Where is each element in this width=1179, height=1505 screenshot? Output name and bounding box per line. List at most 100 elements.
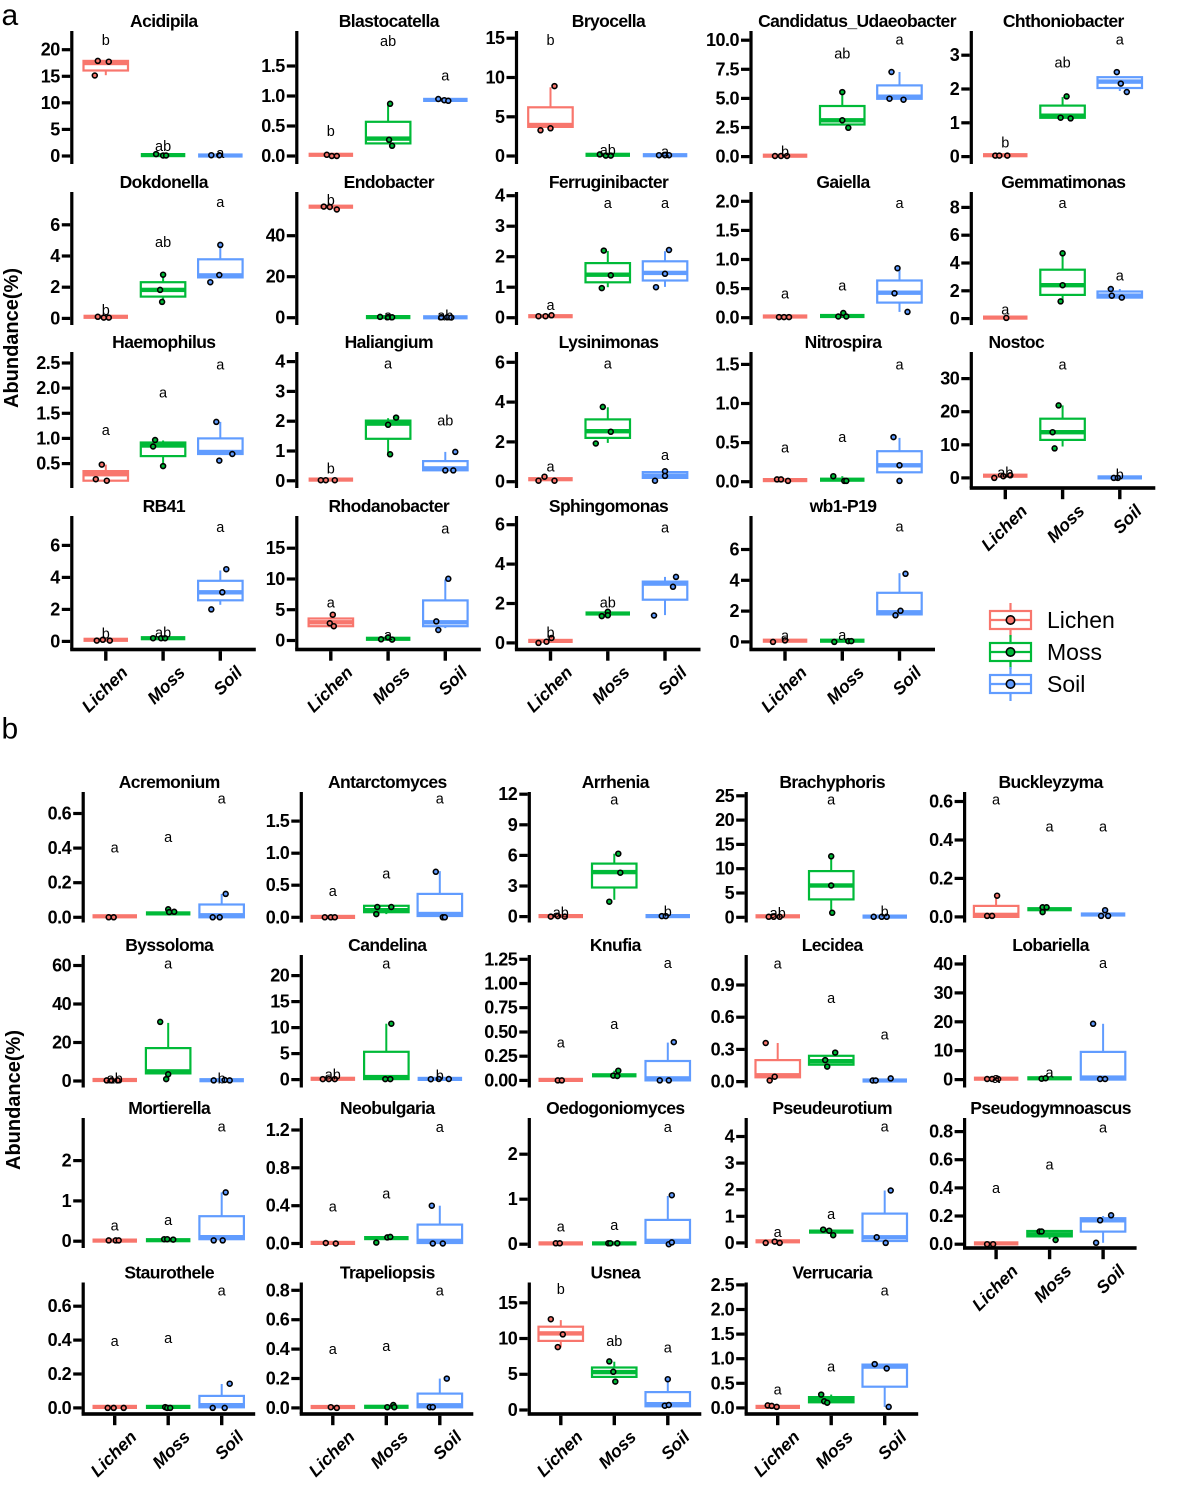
svg-text:60: 60 (52, 956, 72, 976)
svg-text:a: a (557, 1036, 566, 1052)
svg-text:15: 15 (715, 834, 735, 854)
svg-text:30: 30 (940, 369, 960, 389)
svg-text:RB41: RB41 (143, 496, 186, 516)
svg-text:10: 10 (41, 93, 61, 113)
svg-text:a: a (159, 386, 168, 402)
svg-text:b: b (218, 1072, 226, 1088)
svg-text:0.0: 0.0 (715, 308, 739, 328)
svg-text:0.25: 0.25 (484, 1046, 518, 1066)
svg-text:Oedogoniomyces: Oedogoniomyces (546, 1098, 685, 1118)
svg-text:Lysinimonas: Lysinimonas (559, 332, 660, 352)
svg-text:2: 2 (508, 1144, 518, 1164)
svg-text:5: 5 (508, 1364, 518, 1384)
svg-text:0.5: 0.5 (261, 116, 285, 136)
svg-text:Acidipila: Acidipila (130, 11, 198, 31)
svg-text:4: 4 (495, 392, 505, 412)
svg-text:2: 2 (950, 281, 960, 301)
svg-text:4: 4 (729, 570, 739, 590)
svg-text:5: 5 (50, 119, 60, 139)
svg-text:2: 2 (275, 411, 285, 431)
svg-text:b: b (327, 193, 335, 209)
svg-text:0: 0 (275, 308, 285, 328)
svg-text:a: a (838, 430, 847, 446)
svg-text:0.2: 0.2 (929, 868, 953, 888)
svg-text:0.4: 0.4 (48, 838, 72, 858)
svg-text:0: 0 (62, 1231, 72, 1251)
svg-text:Abundance(%): Abundance(%) (3, 1030, 25, 1170)
svg-text:a: a (111, 1334, 120, 1350)
svg-text:a: a (1001, 303, 1010, 319)
svg-text:a: a (895, 357, 904, 373)
svg-text:a: a (774, 957, 783, 973)
svg-text:10: 10 (270, 1018, 290, 1038)
svg-text:1: 1 (508, 1189, 518, 1209)
svg-text:0.8: 0.8 (266, 1158, 290, 1178)
svg-text:Candidatus_Udaeobacter: Candidatus_Udaeobacter (758, 11, 957, 31)
svg-text:b: b (102, 33, 110, 49)
svg-text:a: a (610, 1017, 619, 1033)
svg-text:1.5: 1.5 (715, 220, 739, 240)
svg-text:a: a (111, 840, 120, 856)
svg-text:9: 9 (508, 815, 518, 835)
svg-text:1.00: 1.00 (484, 974, 518, 994)
svg-text:1: 1 (275, 441, 285, 461)
svg-text:15: 15 (270, 992, 290, 1012)
svg-text:0.50: 0.50 (484, 1022, 518, 1042)
svg-text:ab: ab (380, 34, 396, 50)
svg-text:0.6: 0.6 (48, 804, 72, 824)
svg-text:2: 2 (725, 1180, 735, 1200)
svg-text:a: a (610, 793, 619, 809)
svg-text:a: a (216, 146, 225, 162)
svg-text:a: a (102, 423, 111, 439)
svg-text:0: 0 (495, 633, 505, 653)
svg-text:Antarctomyces: Antarctomyces (328, 772, 448, 792)
svg-text:0.3: 0.3 (711, 1039, 735, 1059)
svg-text:Soil: Soil (1047, 671, 1085, 697)
svg-text:2: 2 (729, 601, 739, 621)
svg-text:0: 0 (508, 1234, 518, 1254)
svg-text:10: 10 (940, 435, 960, 455)
svg-text:a: a (661, 448, 670, 464)
svg-text:Bryocella: Bryocella (572, 11, 646, 31)
svg-text:3: 3 (508, 876, 518, 896)
svg-text:b: b (781, 144, 789, 160)
svg-text:b: b (327, 461, 335, 477)
svg-text:Lichen: Lichen (1047, 607, 1115, 633)
svg-text:a: a (164, 1331, 173, 1347)
svg-text:0: 0 (495, 308, 505, 328)
svg-text:4: 4 (495, 554, 505, 574)
svg-text:6: 6 (50, 215, 60, 235)
svg-text:0.0: 0.0 (711, 1072, 735, 1092)
svg-text:2.0: 2.0 (711, 1300, 735, 1320)
svg-text:0: 0 (495, 472, 505, 492)
svg-text:2.0: 2.0 (36, 378, 60, 398)
svg-text:0.6: 0.6 (711, 1007, 735, 1027)
svg-text:a: a (781, 629, 790, 645)
svg-text:4: 4 (50, 567, 60, 587)
svg-text:wb1-P19: wb1-P19 (809, 496, 878, 516)
svg-text:Lobariella: Lobariella (1012, 935, 1090, 955)
svg-text:b: b (546, 626, 554, 642)
svg-text:0.4: 0.4 (266, 1339, 290, 1359)
svg-text:a: a (661, 520, 670, 536)
svg-text:Brachyphoris: Brachyphoris (779, 772, 885, 792)
svg-text:Verrucaria: Verrucaria (792, 1263, 872, 1283)
svg-text:20: 20 (266, 267, 286, 287)
svg-text:Abundance(%): Abundance(%) (1, 268, 23, 408)
svg-text:20: 20 (41, 40, 61, 60)
svg-text:ab: ab (107, 1072, 123, 1088)
svg-text:3: 3 (725, 1153, 735, 1173)
svg-text:Acremonium: Acremonium (119, 772, 220, 792)
svg-text:1.25: 1.25 (484, 949, 518, 969)
svg-text:0.00: 0.00 (484, 1070, 518, 1090)
svg-text:a: a (1046, 1158, 1055, 1174)
svg-text:0: 0 (943, 1070, 953, 1090)
svg-text:a: a (1099, 820, 1108, 836)
svg-text:1.0: 1.0 (715, 394, 739, 414)
svg-text:0.0: 0.0 (715, 147, 739, 167)
svg-text:ab: ab (834, 47, 850, 63)
svg-text:Trapeliopsis: Trapeliopsis (340, 1263, 436, 1283)
svg-text:0: 0 (950, 147, 960, 167)
svg-text:0.0: 0.0 (266, 1398, 290, 1418)
svg-text:6: 6 (495, 515, 505, 535)
